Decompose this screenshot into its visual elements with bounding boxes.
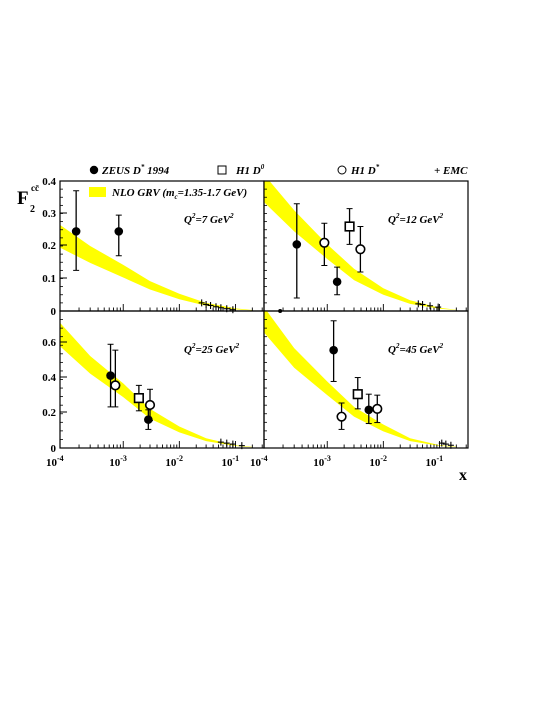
y-tick-label: 0.6: [42, 337, 56, 349]
panel-label: Q2=45 GeV2: [388, 342, 444, 356]
panel-label: Q2=7 GeV2: [184, 212, 234, 226]
legend: ZEUS D* 1994 H1 D0 H1 D* + EMC NLO GRV (…: [89, 163, 468, 201]
y-tick-label: 0.4: [42, 176, 56, 188]
y-tick-label: 0: [51, 306, 57, 318]
nlo-band: [60, 322, 253, 448]
x-tick-label: 10-2: [165, 454, 183, 469]
panel-frame: [59, 310, 265, 449]
point-h1-d0: [133, 392, 144, 404]
point-h1-dstar: [110, 380, 121, 391]
point-zeus: [106, 371, 115, 380]
panels: 00.10.20.30.4Q2=7 GeV2 Q2=12 GeV200.20.40…: [42, 176, 469, 469]
legend-h1ds-label: H1 D*: [350, 163, 380, 177]
x-tick-label: 10-1: [425, 454, 443, 469]
legend-zeus-label: ZEUS D* 1994: [101, 163, 170, 177]
y-tick-label: 0.2: [42, 240, 56, 252]
y-title-main: F: [17, 188, 29, 209]
legend-band-swatch: [89, 187, 106, 197]
legend-h1ds-marker: [337, 165, 347, 175]
y-tick-label: 0.3: [42, 208, 56, 220]
panel-3: 0 0.2 0.4 0.6 10-4 10-3 10-2 10-1 Q2=25 GeV2: [42, 310, 265, 469]
legend-h1d0-label: H1 D0: [235, 163, 265, 177]
panel-4: 10-4 10-3 10-2 10-1 Q2=45 GeV2: [250, 310, 469, 469]
x-tick-label: 10-3: [313, 454, 331, 469]
point-h1-d0: [344, 221, 355, 232]
x-tick-label: 10-3: [109, 454, 127, 469]
y-title-sub: 2: [30, 204, 35, 215]
panel-label: Q2=12 GeV2: [388, 212, 444, 226]
x-tick-label: 10-2: [369, 454, 387, 469]
point-zeus: [364, 405, 374, 415]
panel-frame: [263, 310, 469, 449]
y-tick-label: 0: [51, 443, 57, 455]
point-h1-dstar: [372, 403, 383, 414]
point-h1-d0: [352, 389, 363, 400]
x-tick-label: 10-4: [46, 454, 64, 469]
y-tick-label: 0.4: [42, 372, 56, 384]
point-zeus: [292, 240, 302, 249]
legend-emc-label: + EMC: [434, 165, 468, 177]
point-h1-dstar: [355, 244, 366, 255]
point-h1-dstar: [144, 399, 156, 411]
point-h1-dstar: [336, 411, 347, 422]
y-title-sup: cc̄: [31, 183, 39, 193]
y-tick-label: 0.1: [42, 273, 56, 285]
point-zeus: [144, 415, 153, 424]
point-zeus: [71, 227, 81, 236]
nlo-band: [60, 224, 253, 311]
point-zeus: [332, 277, 342, 287]
y-tick-label: 0.2: [42, 407, 56, 419]
x-tick-label: 10-4: [250, 454, 268, 469]
panel-label: Q2=25 GeV2: [184, 342, 240, 356]
x-axis-title: x: [459, 467, 467, 484]
point-zeus: [114, 227, 124, 236]
legend-band-label: NLO GRV (mc=1.35-1.7 GeV): [111, 187, 247, 201]
x-tick-label: 10-1: [221, 454, 239, 469]
y-axis-title: F 2 cc̄: [17, 183, 39, 215]
panel-2: Q2=12 GeV2: [263, 180, 469, 313]
point-zeus: [329, 345, 338, 355]
point-h1-dstar: [319, 237, 330, 248]
legend-h1d0-marker: [217, 165, 227, 175]
legend-zeus-marker: [89, 165, 99, 175]
